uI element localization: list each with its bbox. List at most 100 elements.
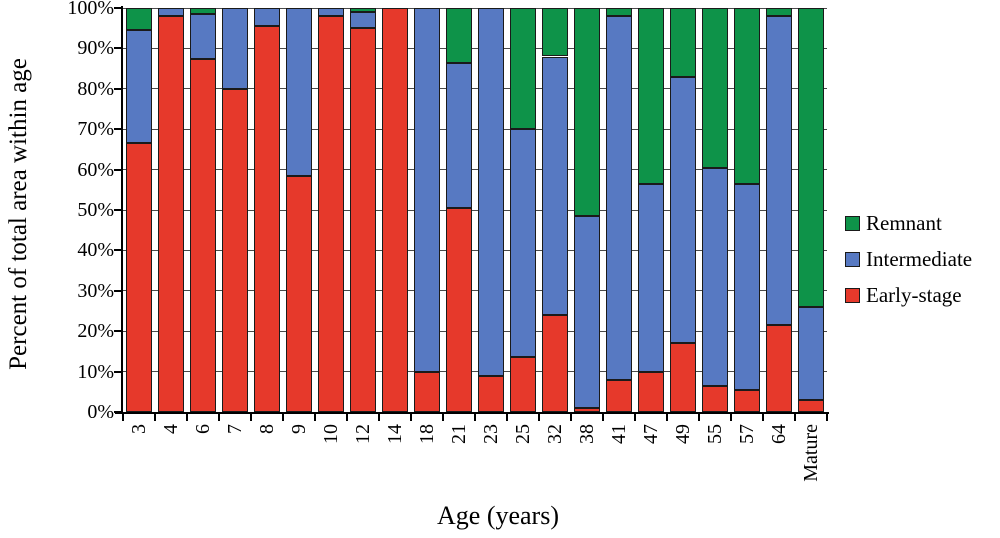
segment-intermediate xyxy=(734,183,760,390)
segment-intermediate xyxy=(318,8,344,17)
segment-intermediate xyxy=(702,167,728,386)
x-tick-label-23: 23 xyxy=(480,424,502,444)
segment-remnant xyxy=(702,8,728,168)
x-tick-label-21: 21 xyxy=(448,424,470,444)
bar-age-18 xyxy=(414,8,440,412)
segment-intermediate xyxy=(126,30,152,144)
gridline xyxy=(123,330,827,332)
plot-area xyxy=(123,7,827,413)
legend-label: Early-stage xyxy=(866,283,962,307)
bar-age-7 xyxy=(222,8,248,412)
segment-remnant xyxy=(574,8,600,217)
bar-age-4 xyxy=(158,8,184,412)
gridline xyxy=(123,249,827,251)
segment-early-stage xyxy=(766,325,792,412)
gridline xyxy=(123,7,827,9)
x-tick-label-64: 64 xyxy=(768,424,790,444)
bar-age-8 xyxy=(254,8,280,412)
segment-early-stage xyxy=(350,28,376,412)
segment-intermediate xyxy=(190,14,216,59)
gridline xyxy=(123,47,827,49)
bar-age-23 xyxy=(478,8,504,412)
segment-early-stage xyxy=(478,375,504,412)
segment-intermediate xyxy=(606,16,632,380)
x-tick-label-18: 18 xyxy=(416,424,438,444)
segment-early-stage xyxy=(414,371,440,412)
segment-intermediate xyxy=(222,8,248,89)
segment-early-stage xyxy=(606,379,632,412)
x-tick-label-4: 4 xyxy=(160,424,182,434)
segment-intermediate xyxy=(574,216,600,408)
y-axis-line xyxy=(121,6,123,414)
gridline xyxy=(123,371,827,373)
bar-age-41 xyxy=(606,8,632,412)
segment-early-stage xyxy=(222,88,248,412)
segment-intermediate xyxy=(670,76,696,344)
segment-intermediate xyxy=(478,8,504,376)
segment-intermediate xyxy=(542,56,568,316)
bar-age-64 xyxy=(766,8,792,412)
x-tick-label-12: 12 xyxy=(352,424,374,444)
segment-early-stage xyxy=(638,371,664,412)
y-tick-label: 90% xyxy=(77,37,114,60)
segment-remnant xyxy=(734,8,760,184)
x-axis-line xyxy=(115,412,829,414)
x-axis-title: Age (years) xyxy=(437,501,559,530)
legend-item-intermediate: Intermediate xyxy=(845,248,972,270)
bar-age-10 xyxy=(318,8,344,412)
bar-age-25 xyxy=(510,8,536,412)
segment-intermediate xyxy=(158,8,184,17)
segment-intermediate xyxy=(446,62,472,208)
segment-intermediate xyxy=(254,8,280,27)
y-tick-label: 40% xyxy=(77,239,114,262)
segment-early-stage xyxy=(190,58,216,412)
y-tick-label: 80% xyxy=(77,77,114,100)
x-tick-label-49: 49 xyxy=(672,424,694,444)
gridline xyxy=(123,290,827,292)
y-tick-label: 20% xyxy=(77,320,114,343)
legend-label: Remnant xyxy=(866,211,942,235)
segment-early-stage xyxy=(318,16,344,412)
segment-early-stage xyxy=(798,399,824,412)
x-tick-label-3: 3 xyxy=(128,424,150,434)
x-tick-label-32: 32 xyxy=(544,424,566,444)
segment-early-stage xyxy=(382,8,408,412)
segment-remnant xyxy=(670,8,696,77)
segment-intermediate xyxy=(414,8,440,372)
gridline xyxy=(123,209,827,211)
segment-intermediate xyxy=(510,129,536,358)
segment-remnant xyxy=(798,8,824,307)
segment-early-stage xyxy=(542,315,568,412)
segment-remnant xyxy=(542,8,568,57)
remnant-swatch-icon xyxy=(845,215,860,231)
gridline xyxy=(123,169,827,171)
y-tick-label: 60% xyxy=(77,158,114,181)
segment-early-stage xyxy=(734,389,760,412)
x-tick-label-14: 14 xyxy=(384,424,406,444)
y-tick-label: 0% xyxy=(87,401,114,423)
bar-age-57 xyxy=(734,8,760,412)
bar-age-14 xyxy=(382,8,408,412)
intermediate-swatch-icon xyxy=(845,251,860,267)
segment-intermediate xyxy=(350,12,376,29)
bar-age-32 xyxy=(542,8,568,412)
segment-intermediate xyxy=(798,306,824,400)
gridline xyxy=(123,88,827,90)
gridline xyxy=(123,128,827,130)
early-stage-swatch-icon xyxy=(845,287,860,303)
segment-remnant xyxy=(350,8,376,13)
bar-age-9 xyxy=(286,8,312,412)
segment-remnant xyxy=(510,8,536,130)
segment-early-stage xyxy=(254,26,280,412)
x-tick-label-Mature: Mature xyxy=(800,424,822,482)
segment-remnant xyxy=(638,8,664,184)
x-tick-label-57: 57 xyxy=(736,424,758,444)
legend: Remnant Intermediate Early-stage xyxy=(845,212,972,320)
bar-age-12 xyxy=(350,8,376,412)
x-tick-label-25: 25 xyxy=(512,424,534,444)
bar-age-6 xyxy=(190,8,216,412)
x-tick-label-38: 38 xyxy=(576,424,598,444)
legend-item-remnant: Remnant xyxy=(845,212,972,234)
x-tick-label-8: 8 xyxy=(256,424,278,434)
